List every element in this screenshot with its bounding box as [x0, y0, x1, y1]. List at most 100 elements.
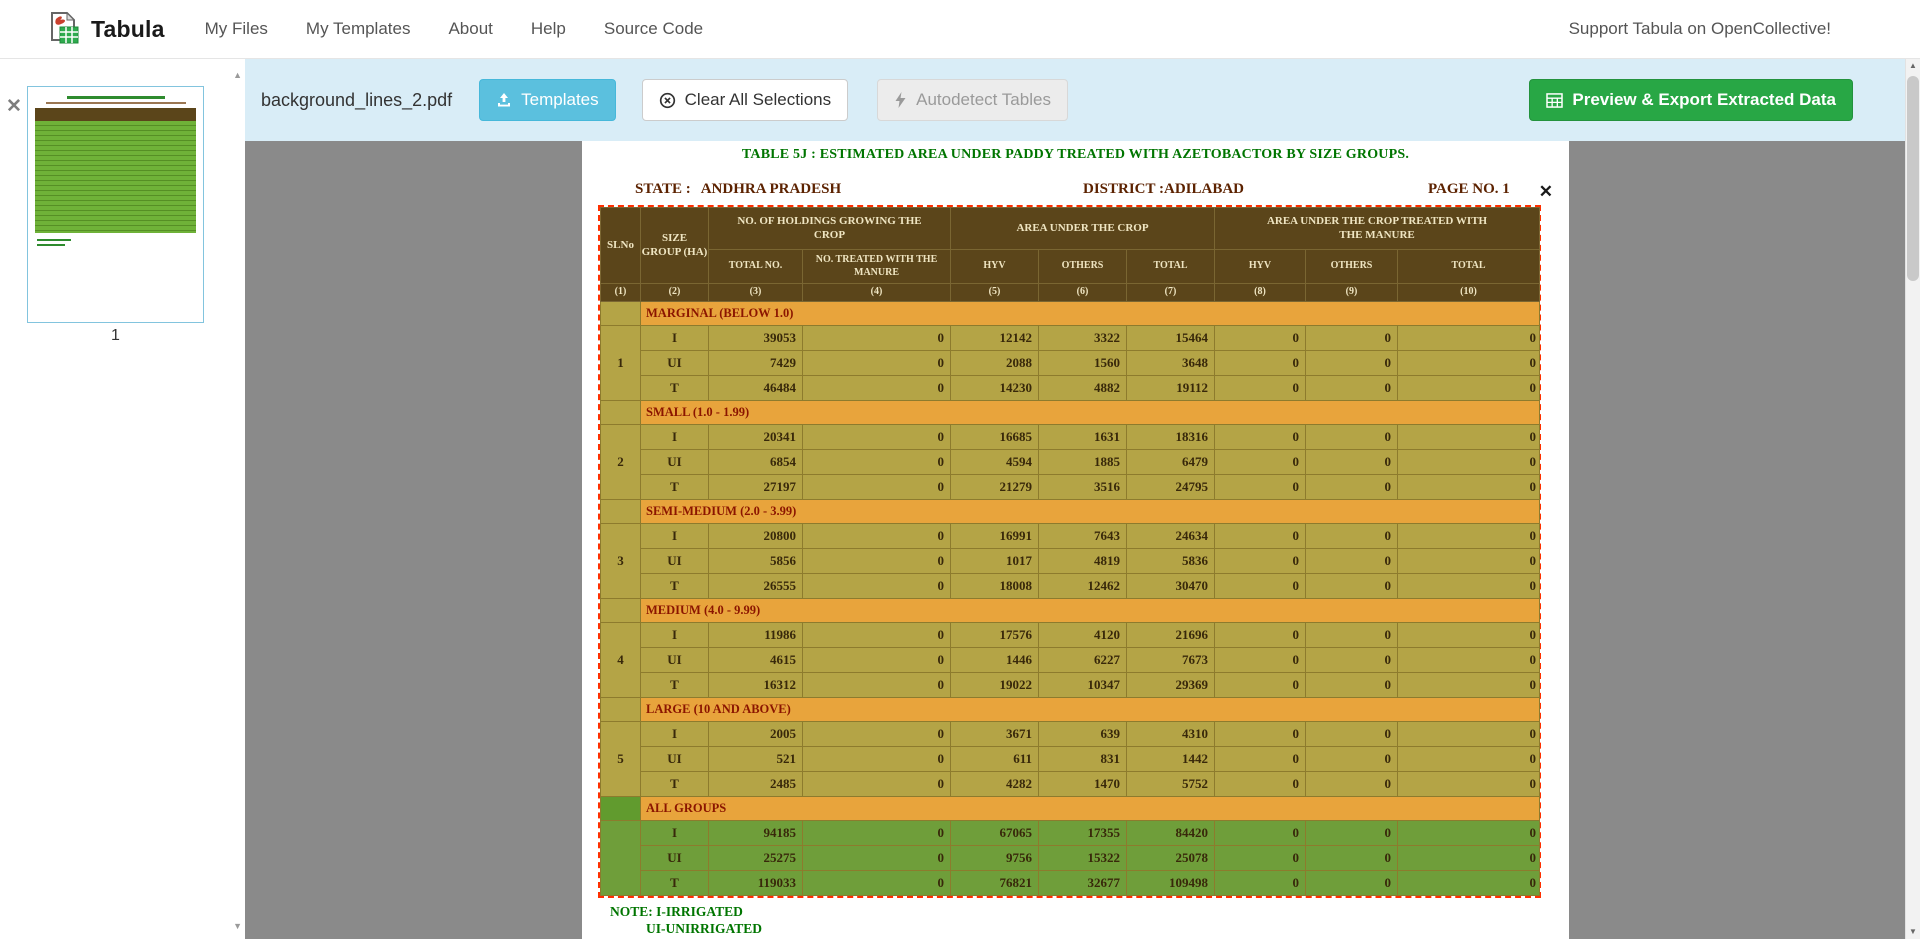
header-cell: OTHERS — [1305, 249, 1399, 284]
remove-selection-icon[interactable]: ✕ — [1538, 182, 1553, 201]
value-cell: 18316 — [1126, 424, 1216, 450]
value-cell: 16991 — [950, 523, 1040, 549]
value-cell: 5856 — [708, 548, 803, 574]
value-cell: 16312 — [708, 672, 803, 698]
scroll-down-icon[interactable]: ▼ — [1909, 927, 1917, 936]
value-cell: 0 — [1305, 845, 1399, 871]
value-cell: 0 — [1214, 573, 1307, 599]
value-cell: 20800 — [708, 523, 803, 549]
slno-cell: 4 — [600, 622, 641, 698]
value-cell: 0 — [801, 647, 952, 673]
clear-selections-button[interactable]: Clear All Selections — [641, 79, 849, 121]
size-group-cell: I — [640, 622, 709, 648]
sidebar-scroll-down-icon[interactable]: ▼ — [233, 921, 242, 931]
value-cell: 0 — [1305, 771, 1399, 797]
value-cell: 0 — [801, 622, 952, 648]
scrollbar-thumb[interactable] — [1907, 76, 1919, 281]
document-area: TABLE 5J : ESTIMATED AREA UNDER PADDY TR… — [245, 141, 1920, 939]
value-cell: 0 — [1397, 573, 1541, 599]
support-link[interactable]: Support Tabula on OpenCollective! — [1568, 19, 1831, 38]
nav-my-files[interactable]: My Files — [204, 19, 268, 38]
size-group-cell: T — [640, 672, 709, 698]
state-field: STATE : ANDHRA PRADESH — [635, 181, 842, 197]
value-cell: 0 — [801, 424, 952, 450]
header-cell: TOTAL — [1126, 249, 1216, 284]
value-cell: 0 — [801, 771, 952, 797]
value-cell: 0 — [1397, 375, 1541, 401]
header-cell: AREA UNDER THE CROP — [950, 207, 1216, 250]
value-cell: 21696 — [1126, 622, 1216, 648]
header-cell: HYV — [950, 249, 1040, 284]
value-cell: 0 — [1214, 350, 1307, 376]
value-cell: 0 — [1397, 325, 1541, 351]
page-thumbnail[interactable] — [27, 86, 204, 323]
nav-help[interactable]: Help — [530, 19, 566, 38]
value-cell: 6479 — [1126, 449, 1216, 475]
page-no-field: PAGE NO. 1 — [1428, 181, 1510, 197]
value-cell: 1631 — [1038, 424, 1128, 450]
value-cell: 0 — [1214, 424, 1307, 450]
value-cell: 0 — [1305, 746, 1399, 772]
value-cell: 0 — [1214, 870, 1307, 896]
brand-home-link[interactable]: Tabula — [44, 10, 165, 48]
tabula-logo-icon — [44, 10, 82, 48]
scroll-up-icon[interactable]: ▲ — [1909, 61, 1917, 70]
table-row: UI 6854 0 4594 1885 6479 0 0 0 — [601, 449, 1541, 475]
value-cell: 7429 — [708, 350, 803, 376]
value-cell: 0 — [1397, 771, 1541, 797]
section-header-row: SMALL (1.0 - 1.99) — [600, 400, 1541, 425]
thumb-table-body — [35, 121, 196, 233]
value-cell: 9756 — [950, 845, 1040, 871]
pdf-page[interactable]: TABLE 5J : ESTIMATED AREA UNDER PADDY TR… — [582, 141, 1569, 939]
value-cell: 24795 — [1126, 474, 1216, 500]
table-row: 1 I 39053 0 12142 3322 15464 0 0 0 — [600, 325, 1541, 401]
section-label: SEMI-MEDIUM (2.0 - 3.99) — [639, 499, 1541, 524]
value-cell: 3671 — [950, 721, 1040, 747]
size-group-cell: UI — [640, 548, 709, 574]
value-cell: 3322 — [1038, 325, 1128, 351]
value-cell: 94185 — [708, 820, 803, 846]
section-header-row: LARGE (10 AND ABOVE) — [600, 697, 1541, 722]
slno-cell — [600, 400, 641, 425]
vertical-scrollbar[interactable]: ▲ ▼ — [1905, 59, 1920, 939]
value-cell: 0 — [1214, 845, 1307, 871]
nav-about[interactable]: About — [448, 19, 493, 38]
remove-page-icon[interactable]: ✕ — [6, 96, 22, 117]
thumb-note-line — [37, 239, 71, 241]
value-cell: 0 — [801, 721, 952, 747]
size-group-cell: T — [640, 375, 709, 401]
value-cell: 0 — [1305, 647, 1399, 673]
table-selection[interactable]: ✕ SLNo SIZE GROUP (HA) NO. OF HOLDINGS GRO… — [598, 183, 1553, 898]
value-cell: 0 — [801, 449, 952, 475]
size-group-cell: T — [640, 573, 709, 599]
value-cell: 5836 — [1126, 548, 1216, 574]
header-cell: AREA UNDER THE CROP TREATED WITH THE MAN… — [1214, 207, 1541, 250]
size-group-cell: UI — [640, 746, 709, 772]
templates-button[interactable]: Templates — [479, 79, 616, 121]
size-group-cell: UI — [640, 449, 709, 475]
value-cell: 611 — [950, 746, 1040, 772]
value-cell: 0 — [1397, 845, 1541, 871]
thumb-meta-line — [45, 102, 186, 104]
value-cell: 12142 — [950, 325, 1040, 351]
table-row: UI 4615 0 1446 6227 7673 0 0 0 — [601, 647, 1541, 673]
autodetect-tables-button[interactable]: Autodetect Tables — [877, 79, 1068, 121]
value-cell: 7673 — [1126, 647, 1216, 673]
sidebar-scroll-up-icon[interactable]: ▲ — [233, 70, 242, 80]
col-number-cell: (5) — [950, 283, 1040, 302]
preview-export-button[interactable]: Preview & Export Extracted Data — [1529, 79, 1853, 121]
table-row: T 119033 0 76821 32677 109498 0 0 0 — [601, 870, 1541, 896]
size-group-cell: I — [640, 325, 709, 351]
table-row: T 46484 0 14230 4882 19112 0 0 0 — [601, 375, 1541, 401]
nav-my-templates[interactable]: My Templates — [305, 19, 411, 38]
value-cell: 0 — [1305, 820, 1399, 846]
nav-source-code[interactable]: Source Code — [603, 19, 704, 38]
table-row: T 27197 0 21279 3516 24795 0 0 0 — [601, 474, 1541, 500]
value-cell: 0 — [1214, 375, 1307, 401]
size-group-cell: UI — [640, 845, 709, 871]
value-cell: 0 — [1305, 721, 1399, 747]
filename: background_lines_2.pdf — [261, 89, 453, 110]
upload-template-icon — [496, 92, 512, 108]
value-cell: 25275 — [708, 845, 803, 871]
value-cell: 0 — [1305, 622, 1399, 648]
